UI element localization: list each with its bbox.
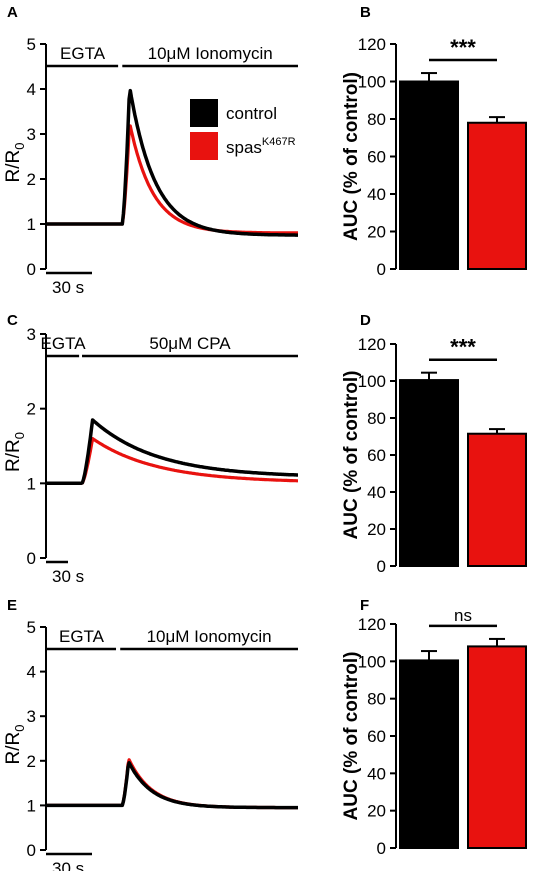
y-tick-label: 60 xyxy=(367,148,386,167)
y-axis-label-sub: 0 xyxy=(12,725,27,732)
y-tick-label: 100 xyxy=(358,73,386,92)
significance-label: *** xyxy=(450,335,476,360)
legend: control spasK467R xyxy=(190,99,296,160)
y-tick-label: 1 xyxy=(27,215,36,234)
y-tick-label: 2 xyxy=(27,400,36,419)
y-tick-label: 120 xyxy=(358,335,386,354)
panel-letter: F xyxy=(360,597,369,614)
y-tick-label: 80 xyxy=(367,110,386,129)
y-axis-label-sub: 0 xyxy=(12,143,27,150)
y-tick-label: 120 xyxy=(358,615,386,634)
stimulus-label: 50μM CPA xyxy=(149,334,231,353)
y-tick-label: 5 xyxy=(27,35,36,54)
legend-swatch-control xyxy=(190,99,218,127)
bar-spas-k467r xyxy=(467,432,527,567)
significance-label: ns xyxy=(454,606,472,625)
panel-F: F 0 20 40 60 80 100 120 AUC (% of control) ns xyxy=(341,597,527,858)
y-tick-label: 4 xyxy=(27,663,36,682)
y-tick-label: 20 xyxy=(367,520,386,539)
scale-bar-label: 30 s xyxy=(52,278,84,297)
y-tick-label: 80 xyxy=(367,690,386,709)
y-axis-label-sub: 0 xyxy=(12,432,27,439)
panel-letter: A xyxy=(7,4,18,21)
y-tick-label: 2 xyxy=(27,170,36,189)
legend-label-base: spas xyxy=(226,138,262,157)
y-tick-label: 20 xyxy=(367,223,386,242)
panel-B: B 0 20 40 60 80 100 120 AUC (% of control) *** xyxy=(341,4,527,279)
legend-label-sup: K467R xyxy=(262,136,296,148)
y-tick-label: 0 xyxy=(377,260,386,279)
legend-label-spas-k467r: spasK467R xyxy=(226,136,296,157)
y-axis-label: AUC (% of control) xyxy=(341,72,362,241)
y-tick-label: 40 xyxy=(367,185,386,204)
y-tick-label: 80 xyxy=(367,409,386,428)
y-tick-label: 0 xyxy=(27,549,36,568)
legend-label-control: control xyxy=(226,104,277,123)
panel-letter: E xyxy=(7,597,17,614)
y-tick-label: 2 xyxy=(27,752,36,771)
y-tick-label: 5 xyxy=(27,618,36,637)
y-tick-label: 3 xyxy=(27,125,36,144)
y-axis-label: AUC (% of control) xyxy=(341,371,362,540)
stimulus-label: EGTA xyxy=(60,44,106,63)
y-axis-label: R/R0 xyxy=(3,725,27,765)
scale-bar-label: 30 s xyxy=(52,859,84,871)
bar-control xyxy=(399,379,459,568)
y-tick-label: 120 xyxy=(358,35,386,54)
trace-control xyxy=(46,761,299,810)
y-tick-label: 3 xyxy=(27,325,36,344)
panel-D: D 0 20 40 60 80 100 120 AUC (% of control) *** xyxy=(341,312,527,576)
y-tick-label: 1 xyxy=(27,474,36,493)
y-tick-label: 3 xyxy=(27,707,36,726)
y-axis-label: AUC (% of control) xyxy=(341,652,362,821)
y-tick-label: 60 xyxy=(367,727,386,746)
y-tick-label: 100 xyxy=(358,372,386,391)
y-tick-label: 0 xyxy=(377,839,386,858)
y-tick-label: 0 xyxy=(27,260,36,279)
y-axis-label: R/R0 xyxy=(3,143,27,183)
y-axis-label-base: R/R xyxy=(3,150,24,183)
scale-bar-label: 30 s xyxy=(52,567,84,586)
bar-spas-k467r xyxy=(467,121,527,270)
y-tick-label: 4 xyxy=(27,80,36,99)
stimulus-label: 10μM Ionomycin xyxy=(148,44,273,63)
bar-spas-k467r xyxy=(467,645,527,850)
panel-letter: D xyxy=(360,312,371,329)
bar-control xyxy=(399,80,459,270)
y-tick-label: 60 xyxy=(367,446,386,465)
y-tick-label: 20 xyxy=(367,802,386,821)
legend-swatch-spas-k467r xyxy=(190,132,218,160)
y-tick-label: 100 xyxy=(358,652,386,671)
trace-control xyxy=(46,418,299,486)
y-tick-label: 40 xyxy=(367,764,386,783)
y-axis-label: R/R0 xyxy=(3,432,27,472)
y-tick-label: 0 xyxy=(27,841,36,860)
y-tick-label: 1 xyxy=(27,796,36,815)
y-tick-label: 40 xyxy=(367,483,386,502)
y-axis-label-base: R/R xyxy=(3,439,24,472)
significance-label: *** xyxy=(450,35,476,60)
panel-letter: B xyxy=(360,4,371,21)
stimulus-label: EGTA xyxy=(41,334,87,353)
trace-control xyxy=(46,88,299,237)
stimulus-label: 10μM Ionomycin xyxy=(147,627,272,646)
y-tick-label: 0 xyxy=(377,557,386,576)
panel-letter: C xyxy=(7,312,18,329)
bar-control xyxy=(399,659,459,850)
y-axis-label-base: R/R xyxy=(3,732,24,765)
stimulus-label: EGTA xyxy=(59,627,105,646)
